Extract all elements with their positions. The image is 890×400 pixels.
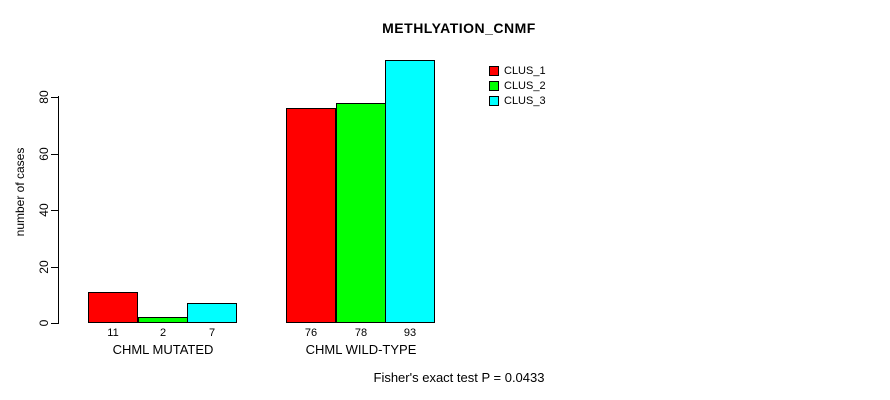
category-label: CHML MUTATED (112, 342, 214, 357)
y-tick-mark (51, 154, 58, 155)
y-tick-mark (51, 323, 58, 324)
legend-swatch (489, 66, 499, 76)
chart-title: METHLYATION_CNMF (382, 20, 536, 36)
y-axis-label: number of cases (13, 147, 27, 237)
bar-value-label: 7 (208, 327, 216, 339)
bar-value-label: 2 (159, 327, 167, 339)
bar-clus_2-group1 (138, 317, 188, 323)
y-tick-label: 40 (37, 203, 51, 217)
y-tick-mark (51, 97, 58, 98)
category-label: CHML WILD-TYPE (305, 342, 417, 357)
y-tick-label: 80 (37, 90, 51, 104)
bar-clus_3-group1 (187, 303, 237, 323)
y-tick-label: 20 (37, 260, 51, 274)
legend-label: CLUS_3 (504, 95, 546, 107)
footnote-text: Fisher's exact test P = 0.0433 (373, 370, 545, 385)
bar-value-label: 11 (107, 327, 119, 339)
bar-value-label: 76 (304, 327, 318, 339)
bar-clus_2-group2 (336, 103, 386, 323)
bar-clus_1-group1 (88, 292, 138, 323)
y-tick-label: 60 (37, 147, 51, 161)
bar-clus_3-group2 (385, 60, 435, 323)
legend-label: CLUS_1 (504, 65, 546, 77)
bar-value-label: 93 (403, 327, 417, 339)
bar-value-label: 78 (354, 327, 368, 339)
legend-swatch (489, 81, 499, 91)
y-axis-line (58, 96, 59, 324)
bar-clus_1-group2 (286, 108, 336, 323)
y-tick-mark (51, 210, 58, 211)
legend-swatch (489, 96, 499, 106)
y-tick-label: 0 (37, 319, 51, 327)
legend-label: CLUS_2 (504, 80, 546, 92)
y-tick-mark (51, 267, 58, 268)
